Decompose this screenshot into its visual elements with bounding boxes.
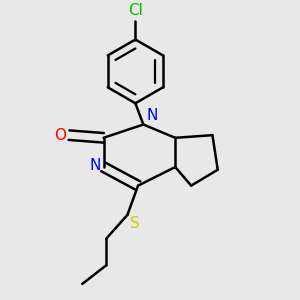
Text: Cl: Cl [128, 3, 143, 18]
Text: N: N [146, 108, 158, 123]
Text: N: N [89, 158, 101, 173]
Text: S: S [130, 216, 140, 231]
Text: O: O [54, 128, 66, 143]
